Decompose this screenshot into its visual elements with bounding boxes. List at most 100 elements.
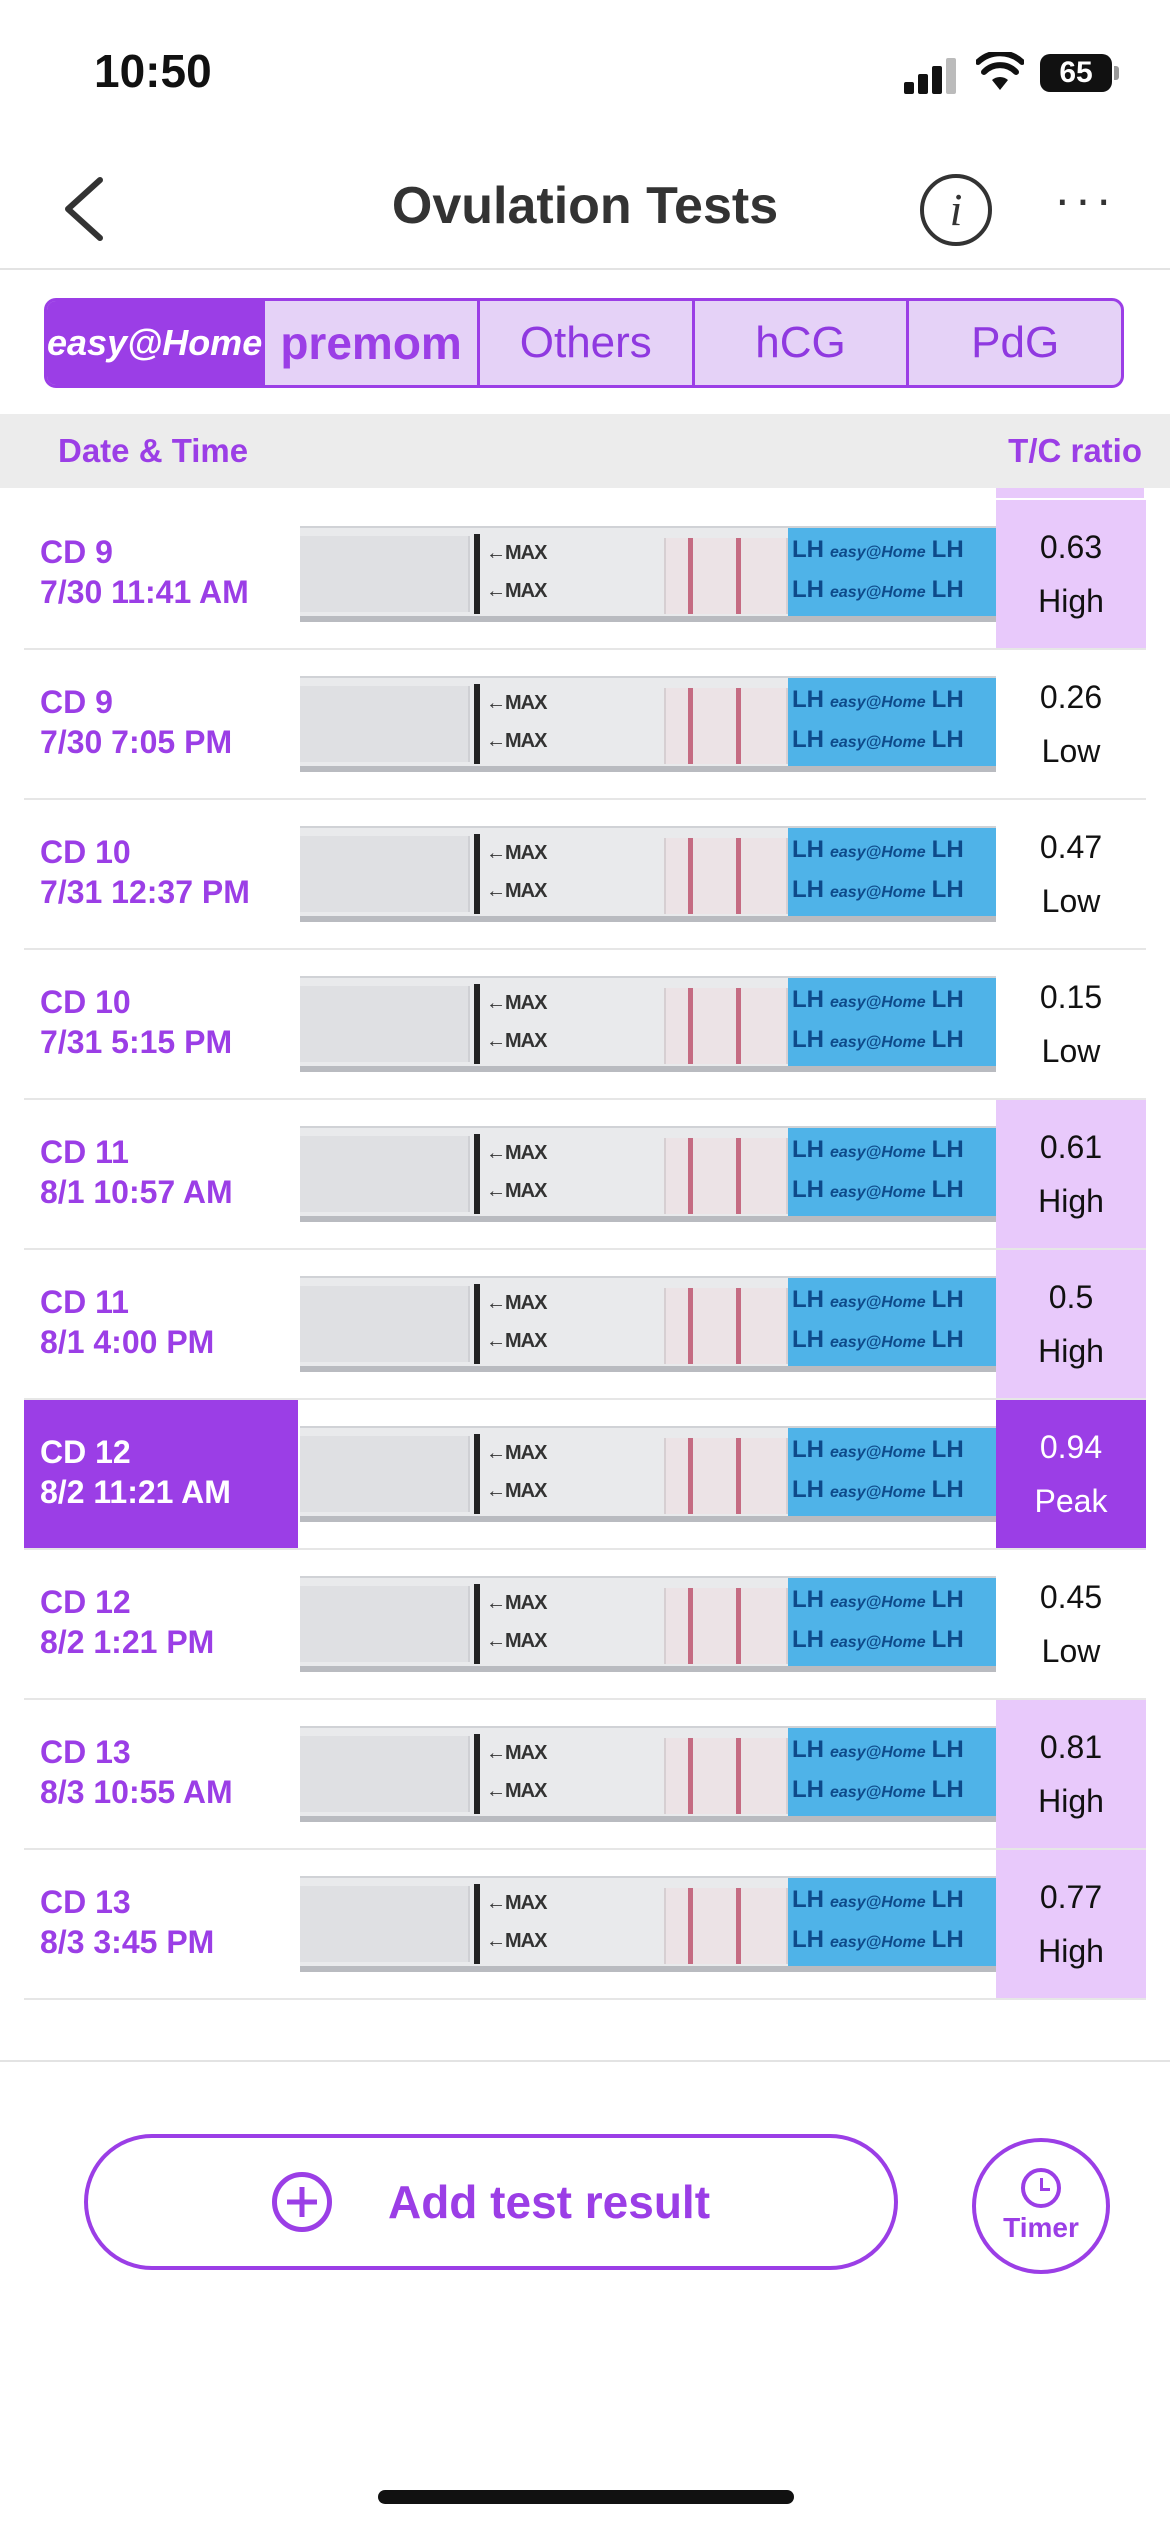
tab-easy-home[interactable]: easy@Home [47,301,266,385]
table-row[interactable]: CD 11 8/1 10:57 AM ←MAX ←MAX LH easy@Home LH LH… [24,1100,1146,1250]
chevron-left-icon[interactable] [56,174,112,244]
tc-ratio-cell: 0.94 Peak [996,1400,1146,1548]
strip-handle [300,1286,470,1362]
test-strip-image[interactable]: ←MAX ←MAX LH easy@Home LH LH easy@Home LH [300,976,996,1072]
lh-label: LH [792,1026,824,1053]
ratio-value: 0.5 [1048,1279,1094,1315]
max-line [474,1584,480,1664]
brand-label: easy@Home [830,844,926,861]
brand-label: easy@Home [830,544,926,561]
ratio-level: High [1038,1333,1104,1369]
lh-label: LH [931,1736,964,1763]
lh-label: LH [792,686,824,713]
lh-label: LH [792,1736,824,1763]
status-time: 10:50 [94,45,212,97]
row-date-cell: CD 11 8/1 10:57 AM [24,1100,298,1248]
table-row[interactable]: CD 10 7/31 12:37 PM ←MAX ←MAX LH easy@Home LH L… [24,800,1146,950]
cycle-day: CD 13 [40,1734,131,1770]
lh-label: LH [931,1926,964,1953]
test-line [688,988,693,1064]
lh-label: LH [931,986,964,1013]
table-row[interactable]: CD 12 8/2 11:21 AM ←MAX ←MAX LH easy@Home LH LH… [24,1400,1146,1550]
max-line [474,534,480,614]
lh-label: LH [931,536,964,563]
tab-premom[interactable]: premom [265,301,480,385]
max-line [474,684,480,764]
cellular-signal-icon [904,58,958,94]
test-strip-image[interactable]: ←MAX ←MAX LH easy@Home LH LH easy@Home LH [300,1726,996,1822]
table-row[interactable]: CD 13 8/3 3:45 PM ←MAX ←MAX LH easy@Home LH LH e… [24,1850,1146,2000]
result-window [664,1138,788,1214]
table-row[interactable]: CD 9 7/30 11:41 AM ←MAX ←MAX LH easy@Home LH LH… [24,500,1146,650]
tab-pdg[interactable]: PdG [971,318,1060,367]
result-window [664,1588,788,1664]
strip-wrapper: LH easy@Home LH LH easy@Home LH [788,1878,996,1966]
test-strip-image[interactable]: ←MAX ←MAX LH easy@Home LH LH easy@Home LH [300,1576,996,1672]
date-time: 7/30 11:41 AM [40,574,249,610]
lh-label: LH [792,1926,824,1953]
lh-label: LH [931,1626,964,1653]
date-time: 7/31 5:15 PM [40,1024,233,1060]
battery-cap [1114,66,1119,80]
tab-others[interactable]: Others [480,301,695,385]
cycle-day: CD 11 [40,1284,129,1320]
table-row[interactable]: CD 10 7/31 5:15 PM ←MAX ←MAX LH easy@Home LH LH… [24,950,1146,1100]
timer-button[interactable]: Timer [972,2138,1110,2274]
result-window [664,838,788,914]
cycle-day: CD 10 [40,984,131,1020]
brand-label: easy@Home [830,1784,926,1801]
test-strip-image[interactable]: ←MAX ←MAX LH easy@Home LH LH easy@Home LH [300,676,996,772]
test-strip-image[interactable]: ←MAX ←MAX LH easy@Home LH LH easy@Home LH [300,1126,996,1222]
lh-label: LH [931,576,964,603]
lh-label: LH [792,1326,824,1353]
lh-label: LH [931,1436,964,1463]
max-label: ←MAX [486,880,547,902]
result-window [664,538,788,614]
max-label: ←MAX [486,1742,547,1764]
table-row[interactable]: CD 9 7/30 7:05 PM ←MAX ←MAX LH easy@Home LH LH e… [24,650,1146,800]
test-line [688,838,693,914]
max-line [474,1734,480,1814]
max-label: ←MAX [486,1442,547,1464]
lh-label: LH [792,1176,824,1203]
row-date-cell: CD 10 7/31 12:37 PM [24,800,298,948]
status-bar: 10:50 65 [0,0,1170,140]
lh-label: LH [792,1476,824,1503]
test-strip-image[interactable]: ←MAX ←MAX LH easy@Home LH LH easy@Home LH [300,1276,996,1372]
tab-hcg[interactable]: hCG [695,301,910,385]
brand-label: easy@Home [830,1934,926,1951]
test-strip-image[interactable]: ←MAX ←MAX LH easy@Home LH LH easy@Home LH [300,826,996,922]
brand-label: easy@Home [830,734,926,751]
lh-label: LH [931,1886,964,1913]
test-strip-image[interactable]: ←MAX ←MAX LH easy@Home LH LH easy@Home LH [300,1426,996,1522]
max-line [474,1134,480,1214]
info-icon[interactable]: i [920,174,992,246]
ratio-value: 0.15 [1039,979,1103,1015]
add-test-result-button[interactable]: Add test result [84,2134,898,2270]
lh-label: LH [792,536,824,563]
result-window [664,1438,788,1514]
tc-ratio-cell: 0.61 High [996,1100,1146,1248]
tc-ratio-cell: 0.15 Low [996,950,1146,1098]
table-row[interactable]: CD 13 8/3 10:55 AM ←MAX ←MAX LH easy@Home LH LH… [24,1700,1146,1850]
ratio-value: 0.63 [1039,529,1103,565]
table-row[interactable]: CD 11 8/1 4:00 PM ←MAX ←MAX LH easy@Home LH LH e… [24,1250,1146,1400]
timer-icon [1021,2168,1061,2208]
test-line [688,1138,693,1214]
ratio-level: High [1038,1783,1104,1819]
tc-ratio-cell: 0.77 High [996,1850,1146,1998]
strip-wrapper: LH easy@Home LH LH easy@Home LH [788,678,996,766]
row-date-cell: CD 9 7/30 7:05 PM [24,650,298,798]
ratio-value: 0.47 [1039,829,1103,865]
date-time: 8/2 1:21 PM [40,1624,215,1660]
test-strip-image[interactable]: ←MAX ←MAX LH easy@Home LH LH easy@Home LH [300,1876,996,1972]
lh-label: LH [931,1476,964,1503]
ratio-value: 0.26 [1039,679,1103,715]
test-line [688,1438,693,1514]
more-horizontal-icon[interactable]: ··· [1054,171,1116,227]
table-row[interactable]: CD 12 8/2 1:21 PM ←MAX ←MAX LH easy@Home LH LH e… [24,1550,1146,1700]
strip-handle [300,686,470,762]
test-strip-image[interactable]: ←MAX ←MAX LH easy@Home LH LH easy@Home LH [300,526,996,622]
lh-label: LH [792,986,824,1013]
result-window [664,1888,788,1964]
